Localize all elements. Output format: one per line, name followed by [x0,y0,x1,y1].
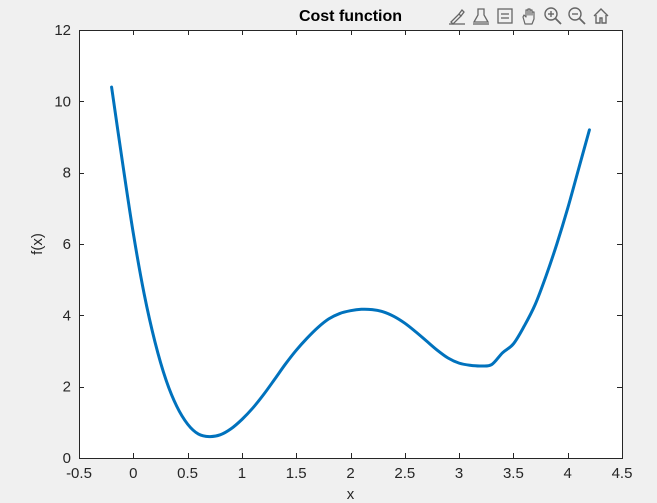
axes-box [79,30,623,459]
pan-button[interactable] [518,5,540,27]
y-tick-label: 0 [63,450,71,467]
x-tick-label: 1.5 [286,465,307,482]
zoom-out-button[interactable] [566,5,588,27]
x-tick-label: 3 [455,465,463,482]
zoom-in-icon [544,7,562,25]
x-tick-label: 2.5 [394,465,415,482]
chart-title: Cost function [299,8,402,25]
zoom-out-icon [568,7,586,25]
data-tips-button[interactable] [470,5,492,27]
home-button[interactable] [590,5,612,27]
x-tick-label: -0.5 [66,465,92,482]
y-tick-label: 12 [54,22,71,39]
cost-curve-line[interactable] [110,85,591,439]
x-tick-label: 3.5 [503,465,524,482]
pan-icon [522,8,535,25]
y-tick-label: 4 [63,307,71,324]
y-tick-label: 2 [63,379,71,396]
datatip-table-icon [497,8,513,24]
y-axis-ticks: 0 2 4 6 8 10 12 [54,22,622,467]
x-axis-label: x [347,486,355,503]
x-tick-label: 0.5 [177,465,198,482]
zoom-in-button[interactable] [542,5,564,27]
x-tick-label: 1 [238,465,246,482]
x-tick-label: 4 [564,465,572,482]
home-icon [593,8,609,24]
x-tick-label: 4.5 [612,465,633,482]
datatip-table-button[interactable] [494,5,516,27]
brush-button[interactable] [446,5,468,27]
data-tips-icon [472,8,490,25]
x-tick-label: 2 [346,465,354,482]
y-axis-label: f(x) [29,233,46,255]
x-tick-label: 0 [129,465,137,482]
y-tick-label: 6 [63,236,71,253]
y-tick-label: 10 [54,93,71,110]
axes-toolbar [446,4,612,28]
brush-icon [449,9,465,25]
y-tick-label: 8 [63,165,71,182]
axes-background [79,30,622,458]
